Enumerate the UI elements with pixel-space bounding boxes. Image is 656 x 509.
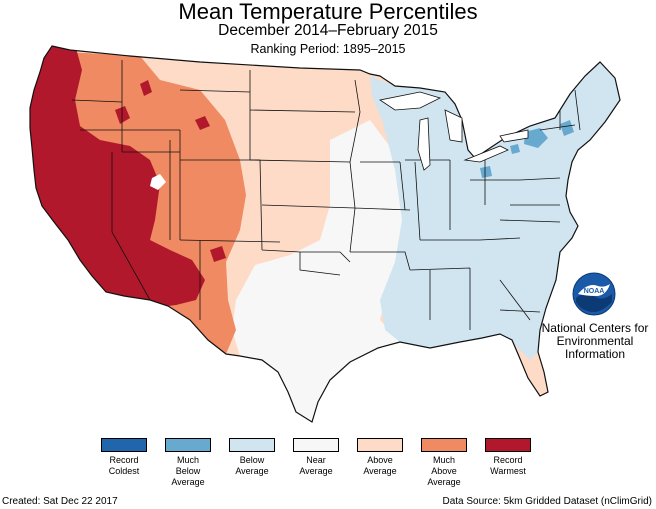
- legend-label: Much Above Average: [427, 455, 461, 487]
- great-lakes: [378, 91, 529, 171]
- anomaly-region-below-average: [370, 62, 620, 360]
- noaa-logo-text: NOAA: [584, 288, 605, 295]
- legend-item-much-below: Much Below Average: [157, 438, 219, 488]
- legend-label: Record Warmest: [490, 455, 526, 476]
- legend-label: Above Average: [363, 455, 397, 476]
- ranking-period: Ranking Period: 1895–2015: [250, 42, 406, 56]
- map-subtitle: December 2014–February 2015: [218, 22, 438, 39]
- legend-label: Below Average: [235, 455, 269, 476]
- legend-label: Record Coldest: [108, 455, 140, 476]
- anomaly-region-near-average: [232, 120, 410, 422]
- map-title: Mean Temperature Percentiles: [178, 0, 478, 24]
- legend-swatch: [293, 438, 339, 452]
- created-date: Created: Sat Dec 22 2017: [2, 496, 118, 507]
- legend-swatch: [165, 438, 211, 452]
- legend-swatch: [357, 438, 403, 452]
- legend: Record Coldest Much Below Average Below …: [0, 438, 656, 490]
- legend-item-above: Above Average: [349, 438, 411, 477]
- legend-item-near: Near Average: [285, 438, 347, 477]
- legend-swatch: [421, 438, 467, 452]
- legend-label: Much Below Average: [171, 455, 205, 487]
- legend-swatch: [101, 438, 147, 452]
- legend-item-record-coldest: Record Coldest: [93, 438, 155, 477]
- legend-swatch: [229, 438, 275, 452]
- data-source: Data Source: 5km Gridded Dataset (nClimG…: [442, 496, 652, 507]
- anomaly-region-record-warmest-spots: [115, 80, 226, 262]
- legend-label: Near Average: [299, 455, 333, 476]
- us-temperature-map: [29, 45, 621, 423]
- organization-name: National Centers for Environmental Infor…: [541, 321, 649, 361]
- legend-item-much-above: Much Above Average: [413, 438, 475, 488]
- legend-swatch: [485, 438, 531, 452]
- noaa-logo: NOAA: [572, 272, 616, 316]
- anomaly-region-missing-data: [150, 174, 166, 190]
- legend-item-record-warmest: Record Warmest: [477, 438, 539, 477]
- state-boundaries: [71, 60, 596, 330]
- anomaly-region-record-warmest: [30, 46, 205, 306]
- legend-item-below: Below Average: [221, 438, 283, 477]
